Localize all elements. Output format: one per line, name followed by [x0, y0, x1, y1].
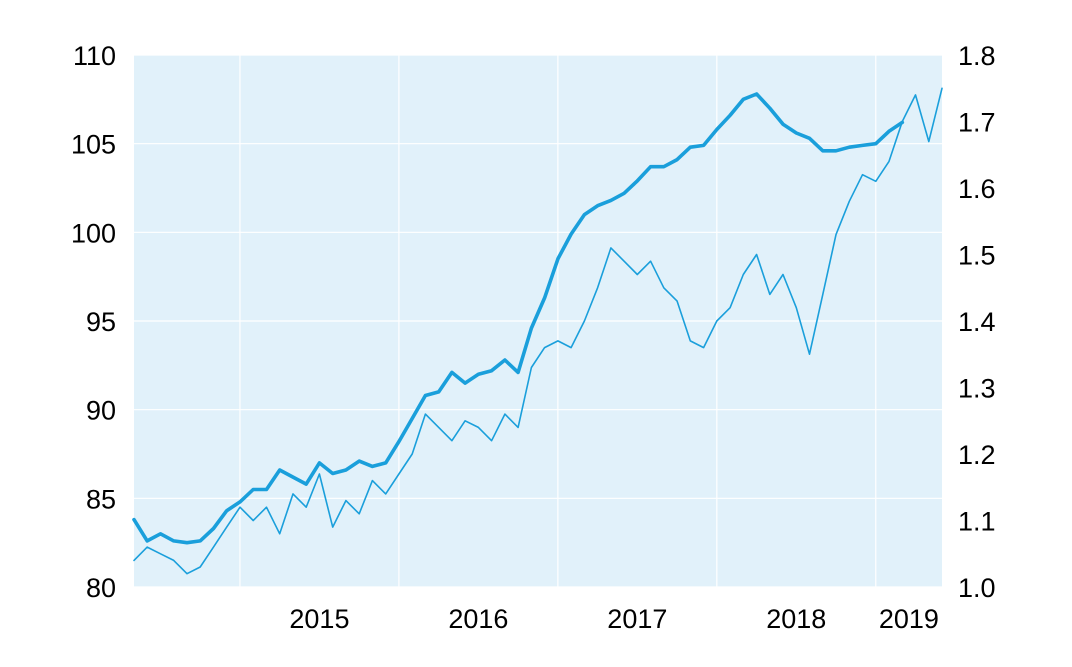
y-left-tick-label: 100	[71, 218, 116, 248]
y-right-tick-label: 1.0	[958, 573, 996, 603]
y-left-tick-label: 90	[86, 396, 116, 426]
y-left-tick-label: 80	[86, 573, 116, 603]
y-right-tick-label: 1.3	[958, 374, 996, 404]
y-axis-right: 1.0 1.1 1.2 1.3 1.4 1.5 1.6 1.7 1.8	[958, 41, 996, 603]
y-right-tick-label: 1.5	[958, 241, 996, 271]
x-tick-label: 2017	[607, 604, 667, 634]
y-right-tick-label: 1.1	[958, 507, 996, 537]
x-tick-label: 2016	[448, 604, 508, 634]
y-left-tick-label: 85	[86, 484, 116, 514]
y-right-tick-label: 1.2	[958, 440, 996, 470]
series-layer	[132, 87, 943, 575]
y-right-tick-label: 1.6	[958, 174, 996, 204]
x-tick-label: 2018	[766, 604, 826, 634]
y-right-tick-label: 1.8	[958, 41, 996, 71]
x-tick-label: 2019	[879, 604, 939, 634]
y-right-tick-label: 1.7	[958, 108, 996, 138]
x-axis: 2015 2016 2017 2018 2019	[289, 604, 939, 634]
y-axis-left: 80 85 90 95 100 105 110	[71, 41, 116, 603]
x-tick-label: 2015	[289, 604, 349, 634]
y-left-tick-label: 105	[71, 130, 116, 160]
y-right-tick-label: 1.4	[958, 307, 996, 337]
series-line-right	[133, 87, 943, 575]
y-left-tick-label: 110	[73, 41, 116, 71]
y-left-tick-label: 95	[86, 307, 116, 337]
